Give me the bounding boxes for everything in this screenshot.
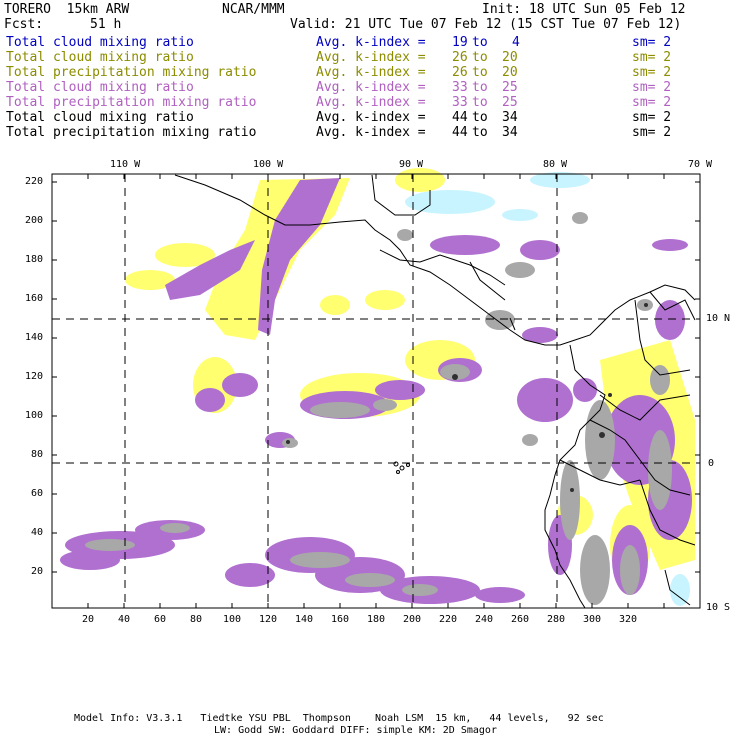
x-tick-label: 140: [295, 614, 314, 625]
legend-lo: 33: [452, 95, 468, 110]
legend-to: to: [472, 35, 488, 50]
legend-kindex: Avg. k-index =: [316, 65, 426, 80]
y-tick-label: 220: [25, 176, 44, 187]
lon-label: 70 W: [688, 159, 713, 170]
legend-hi: 25: [502, 95, 518, 110]
legend-sm: sm= 2: [632, 80, 672, 95]
legend-kindex: Avg. k-index =: [316, 110, 426, 125]
lon-label: 90 W: [399, 159, 424, 170]
coastlines: [174, 174, 696, 609]
legend-to: to: [472, 110, 488, 125]
legend-field: Total cloud mixing ratio: [6, 35, 194, 50]
galapagos-islands: [393, 461, 410, 474]
legend-kindex: Avg. k-index =: [316, 125, 426, 140]
lon-label: 100 W: [253, 159, 284, 170]
y-tick-label: 60: [31, 488, 44, 499]
y-tick-label: 20: [31, 566, 44, 577]
legend-field: Total cloud mixing ratio: [6, 50, 194, 65]
x-tick-label: 200: [403, 614, 422, 625]
lon-label: 80 W: [543, 159, 568, 170]
init-time: Init: 18 UTC Sun 05 Feb 12: [482, 2, 686, 17]
legend-hi: 20: [502, 65, 518, 80]
x-tick-label: 300: [583, 614, 602, 625]
y-tick-label: 160: [25, 293, 44, 304]
legend-lo: 44: [452, 110, 468, 125]
x-tick-label: 280: [547, 614, 566, 625]
legend-field: Total precipitation mixing ratio: [6, 95, 257, 110]
x-tick-label: 20: [82, 614, 95, 625]
legend-field: Total precipitation mixing ratio: [6, 65, 257, 80]
y-tick-label: 40: [31, 527, 44, 538]
fcst-value: 51 h: [90, 17, 122, 32]
x-tick-label: 60: [154, 614, 167, 625]
legend-hi: 20: [502, 50, 518, 65]
org-label: NCAR/MMM: [222, 2, 285, 17]
legend-lo: 19: [452, 35, 468, 50]
lat-lon-grid: [52, 174, 700, 608]
x-tick-label: 220: [439, 614, 458, 625]
legend-hi: 34: [502, 110, 518, 125]
x-tick-label: 160: [331, 614, 350, 625]
legend-to: to: [472, 125, 488, 140]
model-title: TORERO 15km ARW: [4, 2, 130, 17]
footer-physics-info: LW: Godd SW: Goddard DIFF: simple KM: 2D…: [214, 725, 497, 736]
legend-lo: 26: [452, 50, 468, 65]
lat-label: 10 N: [706, 313, 731, 324]
legend-sm: sm= 2: [632, 110, 672, 125]
legend-hi: 34: [502, 125, 518, 140]
legend-to: to: [472, 50, 488, 65]
y-tick-label: 120: [25, 371, 44, 382]
gray-cloud-layer: [85, 212, 672, 605]
cyan-cloud-layer: [405, 172, 690, 606]
legend-to: to: [472, 80, 488, 95]
legend-sm: sm= 2: [632, 95, 672, 110]
valid-time: Valid: 21 UTC Tue 07 Feb 12 (15 CST Tue …: [290, 17, 682, 32]
legend-field: Total cloud mixing ratio: [6, 80, 194, 95]
y-tick-label: 200: [25, 215, 44, 226]
legend-kindex: Avg. k-index =: [316, 35, 426, 50]
x-tick-label: 120: [259, 614, 278, 625]
lon-label: 110 W: [110, 159, 141, 170]
y-tick-label: 80: [31, 449, 44, 460]
legend-to: to: [472, 95, 488, 110]
tick-marks: [52, 174, 700, 608]
dark-core-layer: [286, 303, 648, 492]
legend-sm: sm= 2: [632, 125, 672, 140]
x-tick-label: 40: [118, 614, 131, 625]
y-tick-label: 180: [25, 254, 44, 265]
x-tick-label: 180: [367, 614, 386, 625]
x-tick-label: 240: [475, 614, 494, 625]
legend-field: Total cloud mixing ratio: [6, 110, 194, 125]
x-tick-label: 80: [190, 614, 203, 625]
lat-label: 10 S: [706, 602, 731, 613]
lat-label: 0: [708, 458, 715, 469]
legend-kindex: Avg. k-index =: [316, 95, 426, 110]
legend-to: to: [472, 65, 488, 80]
footer-model-info: Model Info: V3.3.1 Tiedtke YSU PBL Thomp…: [74, 713, 604, 724]
legend-field: Total precipitation mixing ratio: [6, 125, 257, 140]
legend-sm: sm= 2: [632, 35, 672, 50]
legend-lo: 26: [452, 65, 468, 80]
x-tick-label: 320: [619, 614, 638, 625]
legend-lo: 44: [452, 125, 468, 140]
y-tick-label: 100: [25, 410, 44, 421]
legend-kindex: Avg. k-index =: [316, 50, 426, 65]
legend-hi: 4: [512, 35, 520, 50]
legend-kindex: Avg. k-index =: [316, 80, 426, 95]
fcst-label: Fcst:: [4, 17, 44, 32]
legend-hi: 25: [502, 80, 518, 95]
x-tick-label: 100: [223, 614, 242, 625]
legend-sm: sm= 2: [632, 50, 672, 65]
y-tick-label: 140: [25, 332, 44, 343]
legend-lo: 33: [452, 80, 468, 95]
legend-sm: sm= 2: [632, 65, 672, 80]
x-tick-label: 260: [511, 614, 530, 625]
